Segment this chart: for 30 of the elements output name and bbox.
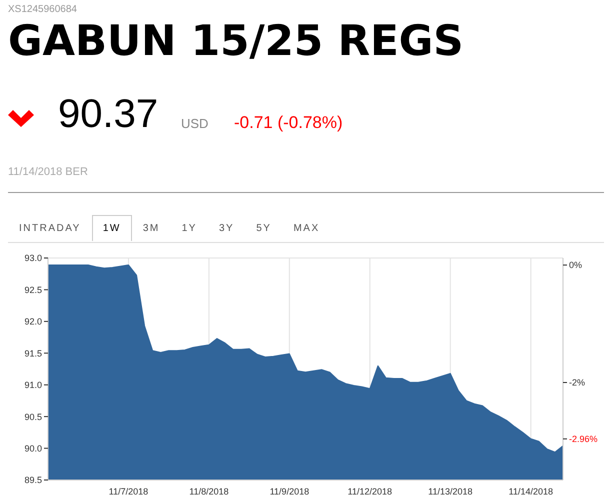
x-tick-label: 11/9/2018 [270, 486, 310, 496]
x-tick-label: 11/7/2018 [108, 486, 148, 496]
text: 3Y [218, 222, 236, 236]
y-tick-label: 92.0 [24, 316, 42, 327]
x-tick-label: 11/13/2018 [428, 486, 473, 496]
text: 3M [142, 222, 161, 236]
x-tick-label: 11/12/2018 [348, 486, 392, 496]
y-tick-label: 89.5 [24, 475, 42, 486]
x-tick-label: 11/14/2018 [508, 486, 554, 496]
y-tick-label: 90.5 [24, 412, 42, 422]
y-tick-label: 93.0 [24, 253, 42, 264]
text: XS1245960684 [8, 4, 77, 15]
text: 5Y [255, 222, 272, 236]
text: -0.71 (-0.78%) [234, 113, 343, 133]
chart-title: GABUN 15/25 REGS [8, 16, 464, 65]
text: 90.37 [58, 92, 158, 137]
y-tick-label: 91.0 [24, 380, 42, 390]
y-tick-label: 90.0 [24, 443, 42, 454]
text: USD [181, 116, 208, 131]
y2-tick-label: -2% [569, 378, 586, 388]
y2-tick-label: -2.96% [569, 434, 598, 444]
y-tick-label: 92.5 [24, 284, 42, 295]
text: MAX [292, 222, 321, 236]
text: 11/14/2018 BER [8, 166, 88, 178]
text: INTRADAY [18, 222, 82, 236]
text: 1W [92, 215, 132, 241]
y2-tick-label: 0% [569, 260, 582, 270]
y-tick-label: 91.5 [24, 348, 42, 358]
text: 1Y [180, 222, 198, 236]
x-tick-label: 11/8/2018 [189, 486, 229, 496]
